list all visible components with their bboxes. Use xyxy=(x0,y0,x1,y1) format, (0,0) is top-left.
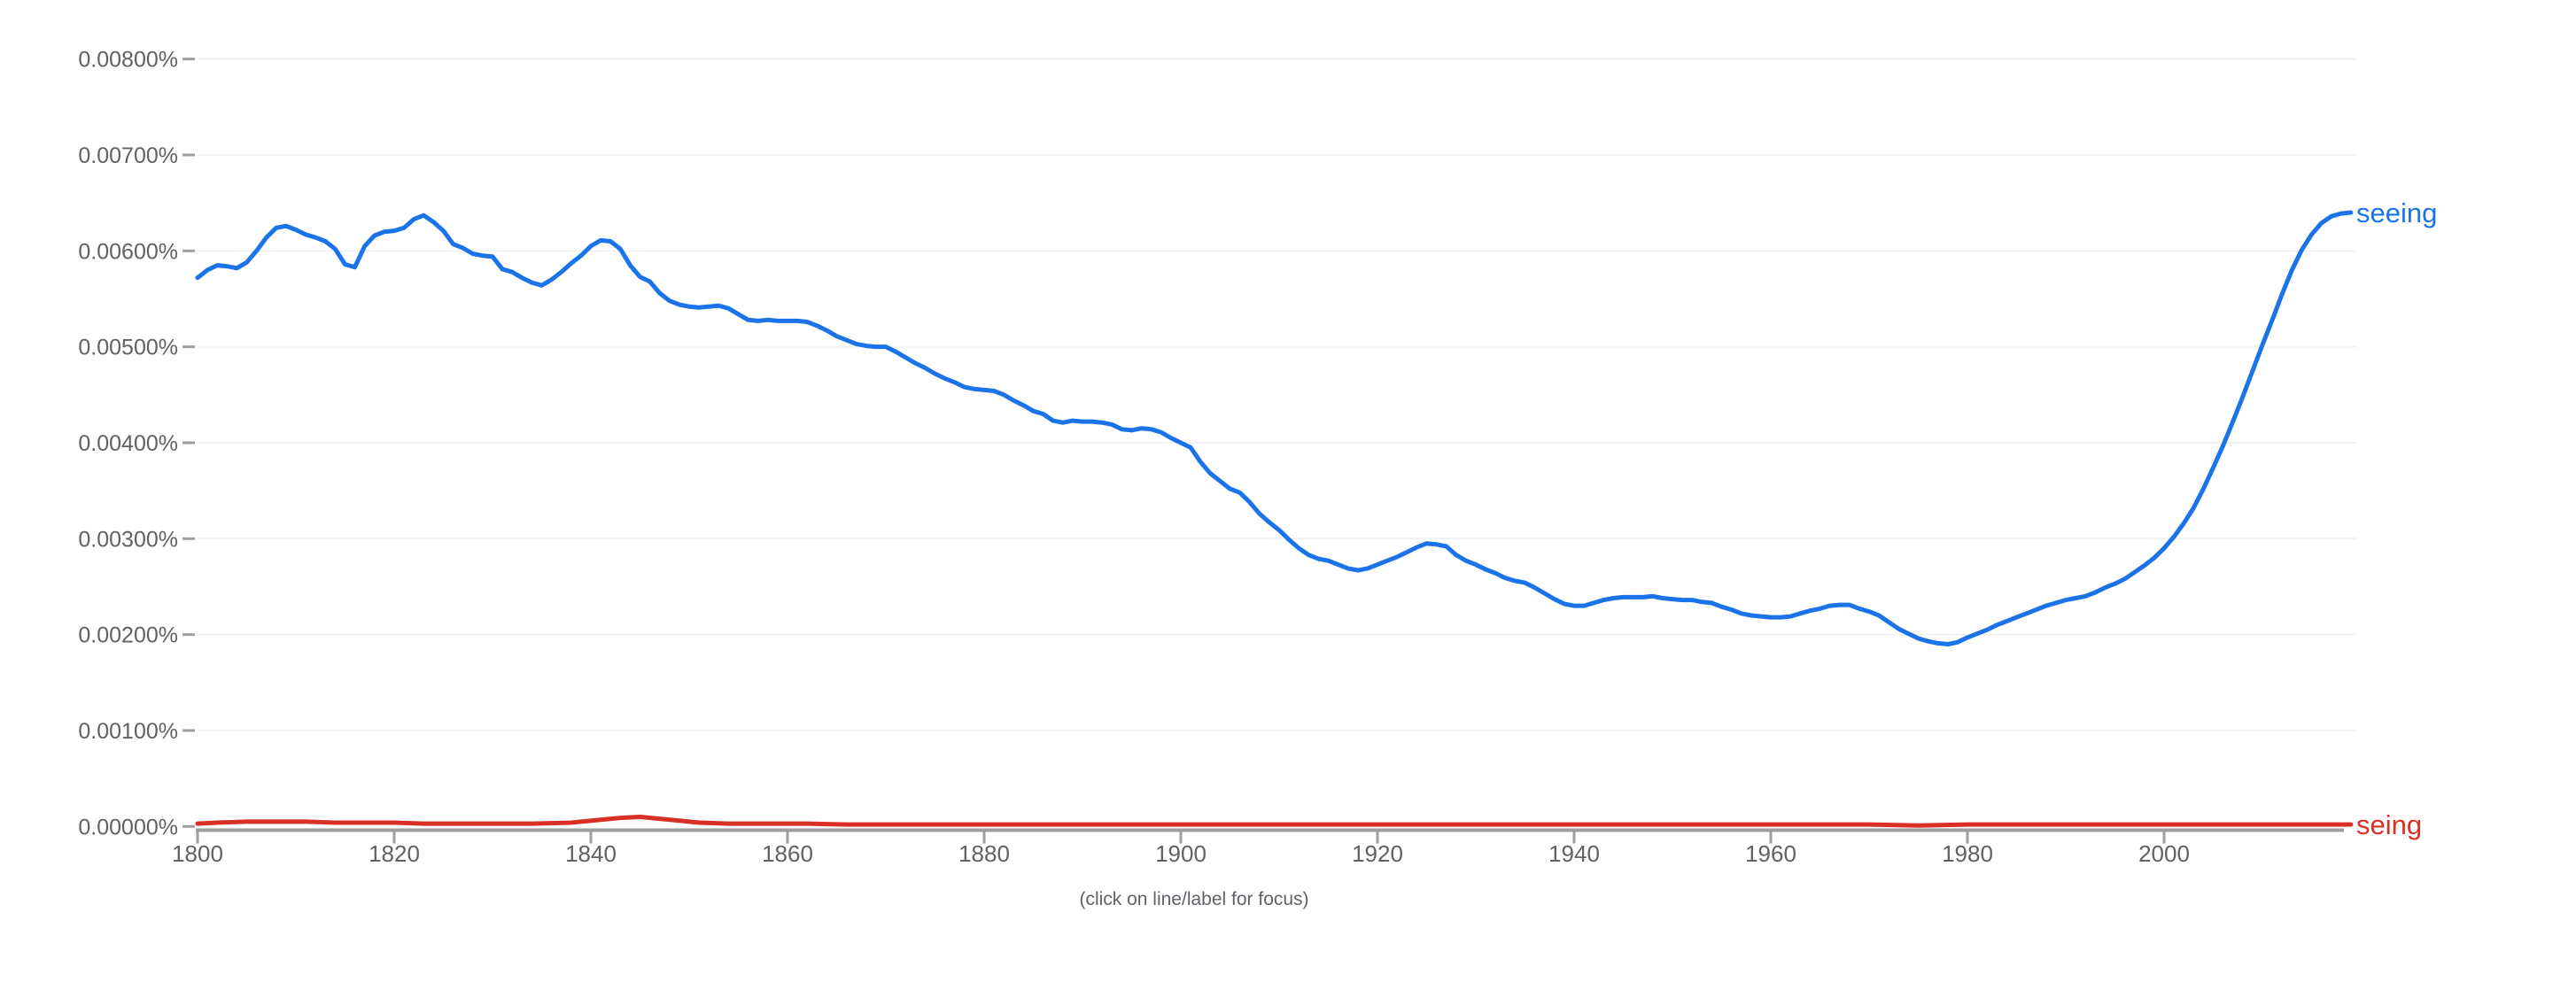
x-tick-label: 1880 xyxy=(958,840,1010,867)
y-tick-label: 0.00000% xyxy=(78,815,178,839)
y-tick-label: 0.00100% xyxy=(78,719,178,744)
interaction-hint: (click on line/label for focus) xyxy=(1079,889,1309,909)
x-tick-label: 1920 xyxy=(1352,840,1403,867)
x-tick-label: 1860 xyxy=(762,840,813,867)
series-line-seing[interactable] xyxy=(195,815,2354,828)
x-tick-label: 1820 xyxy=(369,840,420,867)
x-tick-label: 1960 xyxy=(1745,840,1796,867)
y-tick-label: 0.00200% xyxy=(78,623,178,648)
x-tick-label: 2000 xyxy=(2138,840,2190,867)
series-label-seing[interactable]: seing xyxy=(2356,809,2422,840)
x-tick-label: 1940 xyxy=(1548,840,1600,867)
y-tick-label: 0.00800% xyxy=(78,48,178,73)
x-tick-label: 1800 xyxy=(172,840,223,867)
series-label-seeing[interactable]: seeing xyxy=(2356,197,2437,228)
series-line-seeing[interactable] xyxy=(195,210,2354,646)
y-tick-label: 0.00300% xyxy=(78,527,178,552)
y-tick-label: 0.00500% xyxy=(78,336,178,360)
y-tick-label: 0.00400% xyxy=(78,431,178,456)
x-tick-label: 1980 xyxy=(1942,840,1993,867)
x-tick-label: 1900 xyxy=(1155,840,1207,867)
y-tick-label: 0.00600% xyxy=(78,239,178,264)
x-tick-label: 1840 xyxy=(565,840,617,867)
y-tick-label: 0.00700% xyxy=(78,143,178,168)
